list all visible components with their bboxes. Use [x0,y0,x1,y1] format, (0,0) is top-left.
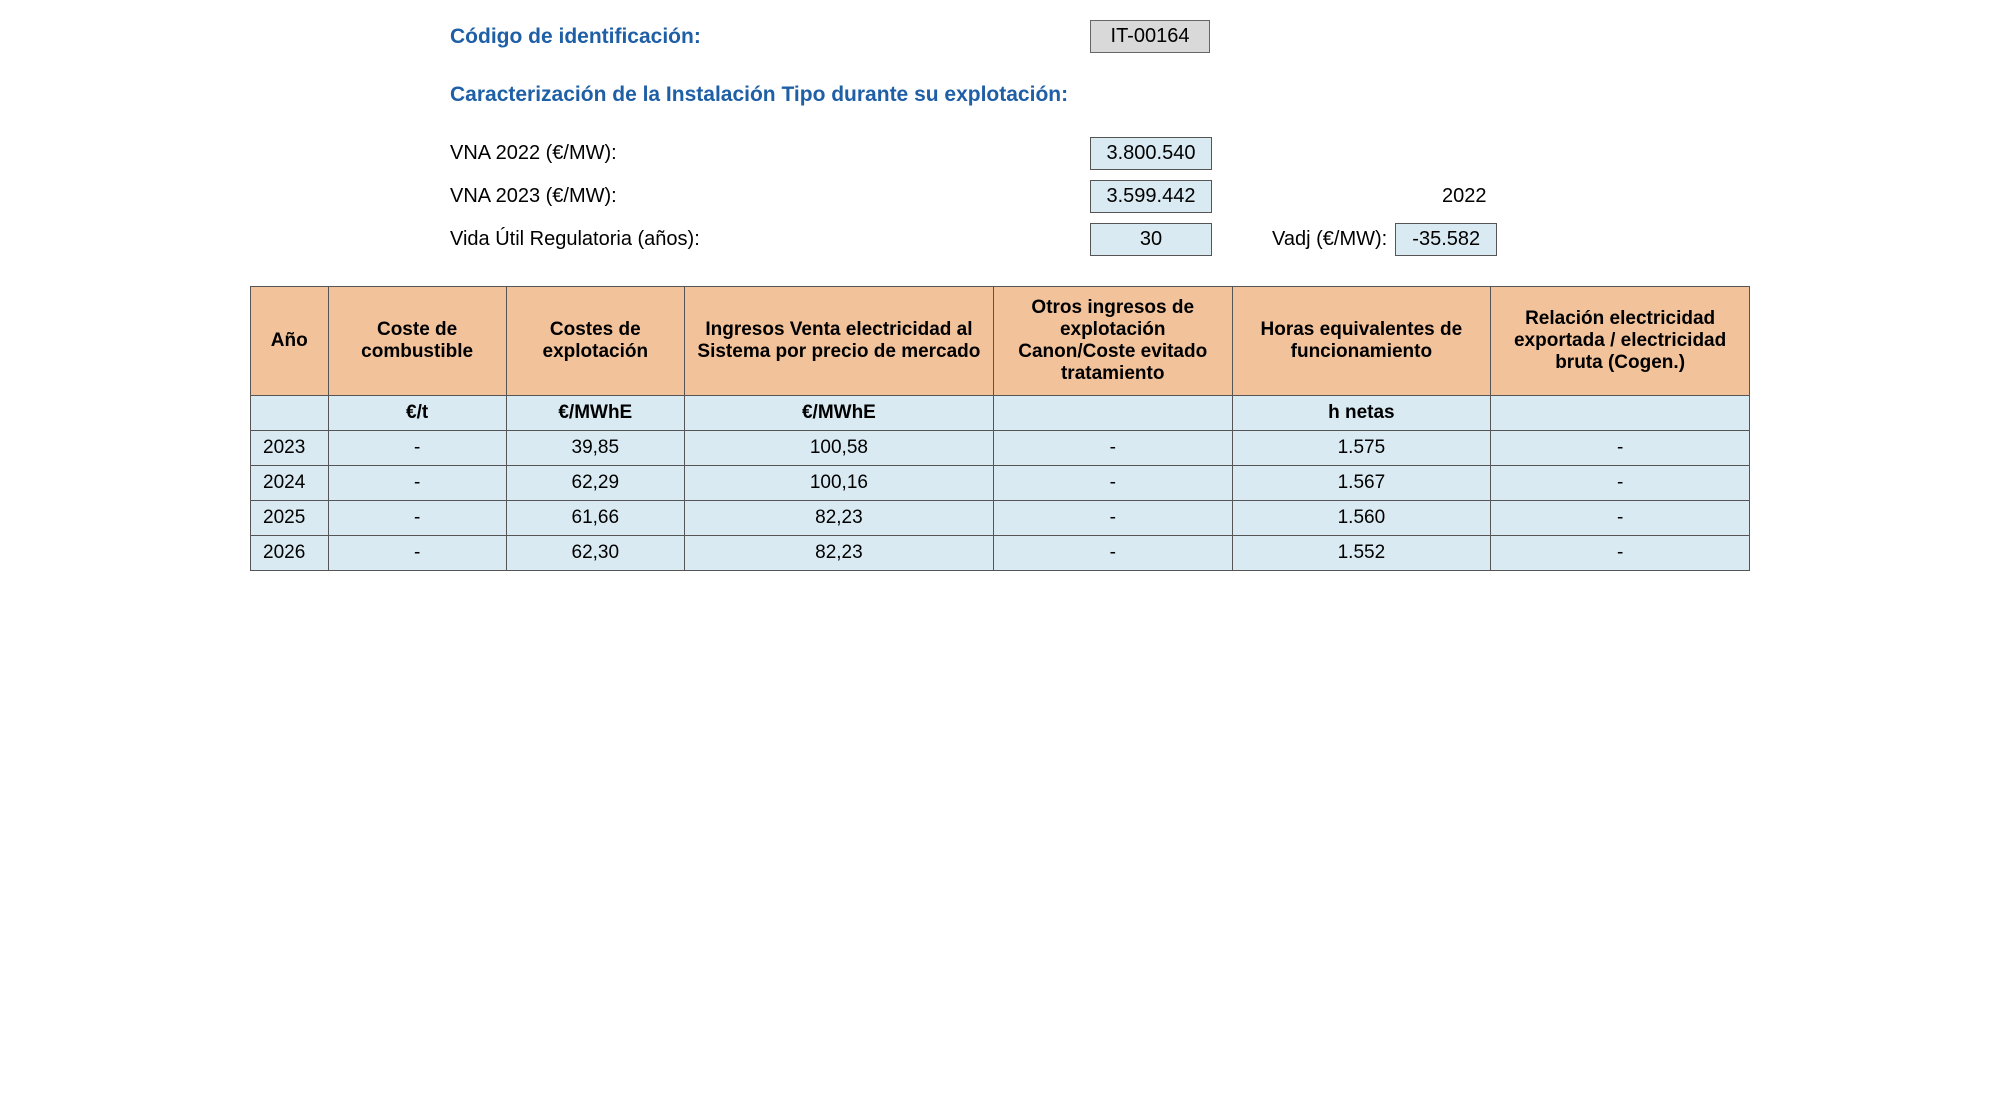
cell-ano: 2024 [251,466,329,501]
th-ano: Año [251,287,329,396]
unit-ingresos: €/MWhE [684,396,993,431]
cell-ingresos: 100,58 [684,431,993,466]
th-ingresos: Ingresos Venta electricidad al Sistema p… [684,287,993,396]
vna-2022-row: VNA 2022 (€/MW): 3.800.540 [450,137,1750,170]
cell-explotacion: 62,30 [506,536,684,571]
cell-explotacion: 39,85 [506,431,684,466]
table-row: 2023 - 39,85 100,58 - 1.575 - [251,431,1750,466]
id-label: Código de identificación: [450,25,1090,49]
cell-otros: - [993,431,1232,466]
section-title: Caracterización de la Instalación Tipo d… [450,83,1750,107]
cell-horas: 1.552 [1232,536,1491,571]
unit-combustible: €/t [328,396,506,431]
th-otros: Otros ingresos de explotación Canon/Cost… [993,287,1232,396]
cell-combustible: - [328,501,506,536]
cell-horas: 1.560 [1232,501,1491,536]
cell-otros: - [993,536,1232,571]
unit-otros [993,396,1232,431]
th-explotacion: Costes de explotación [506,287,684,396]
cell-relacion: - [1491,431,1750,466]
cell-relacion: - [1491,536,1750,571]
extra-year-label: 2022 [1442,185,1487,208]
table-header: Año Coste de combustible Costes de explo… [251,287,1750,396]
vida-util-label: Vida Útil Regulatoria (años): [450,228,1090,251]
cell-otros: - [993,466,1232,501]
cell-ingresos: 82,23 [684,536,993,571]
unit-ano [251,396,329,431]
cell-explotacion: 62,29 [506,466,684,501]
unit-horas: h netas [1232,396,1491,431]
cell-combustible: - [328,431,506,466]
cell-ano: 2025 [251,501,329,536]
cell-horas: 1.575 [1232,431,1491,466]
unit-explotacion: €/MWhE [506,396,684,431]
table-body: €/t €/MWhE €/MWhE h netas 2023 - 39,85 1… [251,396,1750,571]
vna-2023-label: VNA 2023 (€/MW): [450,185,1090,208]
vadj-value: -35.582 [1395,223,1497,256]
table-row: 2026 - 62,30 82,23 - 1.552 - [251,536,1750,571]
vida-util-row: Vida Útil Regulatoria (años): 30 Vadj (€… [450,223,1750,256]
th-relacion: Relación electricidad exportada / electr… [1491,287,1750,396]
data-table: Año Coste de combustible Costes de explo… [250,286,1750,571]
vadj-label: Vadj (€/MW): [1272,228,1387,251]
th-combustible: Coste de combustible [328,287,506,396]
cell-relacion: - [1491,501,1750,536]
cell-relacion: - [1491,466,1750,501]
cell-horas: 1.567 [1232,466,1491,501]
table-row: 2024 - 62,29 100,16 - 1.567 - [251,466,1750,501]
cell-combustible: - [328,536,506,571]
table-units-row: €/t €/MWhE €/MWhE h netas [251,396,1750,431]
cell-ano: 2026 [251,536,329,571]
cell-ingresos: 100,16 [684,466,993,501]
unit-relacion [1491,396,1750,431]
document-container: Código de identificación: IT-00164 Carac… [250,20,1750,571]
header-section: Código de identificación: IT-00164 Carac… [450,20,1750,256]
vna-2023-value: 3.599.442 [1090,180,1212,213]
id-value: IT-00164 [1090,20,1210,53]
th-horas: Horas equivalentes de funcionamiento [1232,287,1491,396]
vna-2023-row: VNA 2023 (€/MW): 3.599.442 2022 [450,180,1750,213]
table-row: 2025 - 61,66 82,23 - 1.560 - [251,501,1750,536]
vida-util-value: 30 [1090,223,1212,256]
id-row: Código de identificación: IT-00164 [450,20,1750,53]
cell-explotacion: 61,66 [506,501,684,536]
table-header-row: Año Coste de combustible Costes de explo… [251,287,1750,396]
vna-2022-value: 3.800.540 [1090,137,1212,170]
vna-2022-label: VNA 2022 (€/MW): [450,142,1090,165]
cell-ingresos: 82,23 [684,501,993,536]
cell-ano: 2023 [251,431,329,466]
cell-combustible: - [328,466,506,501]
cell-otros: - [993,501,1232,536]
